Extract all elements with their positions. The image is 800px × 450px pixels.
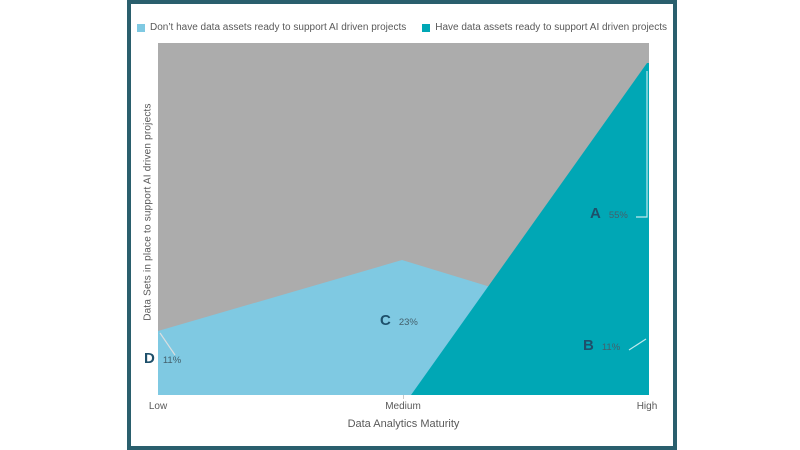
- annotation-d-value: 11%: [162, 355, 182, 366]
- x-tick-label-medium: Medium: [385, 401, 421, 412]
- area-series-dont-have: [158, 260, 520, 395]
- y-axis-title: Data Sets in place to support AI driven …: [142, 103, 154, 321]
- annotation-a: A 55%: [590, 206, 628, 221]
- area-chart-svg: [158, 43, 649, 395]
- chart-card: Don’t have data assets ready to support …: [127, 0, 677, 450]
- x-axis-tick-medium: [403, 395, 404, 399]
- x-axis-title: Data Analytics Maturity: [347, 418, 460, 430]
- annotation-c-value: 23%: [398, 317, 418, 328]
- annotation-a-letter: A: [590, 205, 601, 222]
- annotation-b-letter: B: [583, 337, 594, 354]
- x-tick-label-low: Low: [148, 401, 168, 412]
- legend-label-dont-have: Don’t have data assets ready to support …: [149, 22, 407, 33]
- legend-item-dont-have: Don’t have data assets ready to support …: [136, 22, 407, 33]
- annotation-b-value: 11%: [601, 342, 621, 353]
- annotation-a-value: 55%: [608, 210, 628, 221]
- legend-swatch-have-icon: [422, 23, 431, 32]
- annotation-d-letter: D: [144, 350, 155, 367]
- annotation-b: B 11%: [583, 338, 620, 353]
- legend-label-have: Have data assets ready to support AI dri…: [435, 22, 668, 33]
- x-tick-label-high: High: [636, 401, 658, 412]
- leader-line-d: [159, 332, 176, 356]
- legend-swatch-dont-have-icon: [136, 23, 145, 32]
- area-series-have: [411, 63, 649, 395]
- legend-item-have: Have data assets ready to support AI dri…: [422, 22, 667, 33]
- annotation-d: D 11%: [144, 351, 181, 366]
- plot-area: A 55% B 11% C 23% D 11% Low Medium High …: [144, 43, 657, 430]
- annotation-c: C 23%: [380, 313, 418, 328]
- chart-legend: Don’t have data assets ready to support …: [131, 22, 673, 33]
- leader-line-b: [628, 338, 647, 351]
- annotation-c-letter: C: [380, 312, 391, 329]
- leader-line-a: [636, 71, 648, 218]
